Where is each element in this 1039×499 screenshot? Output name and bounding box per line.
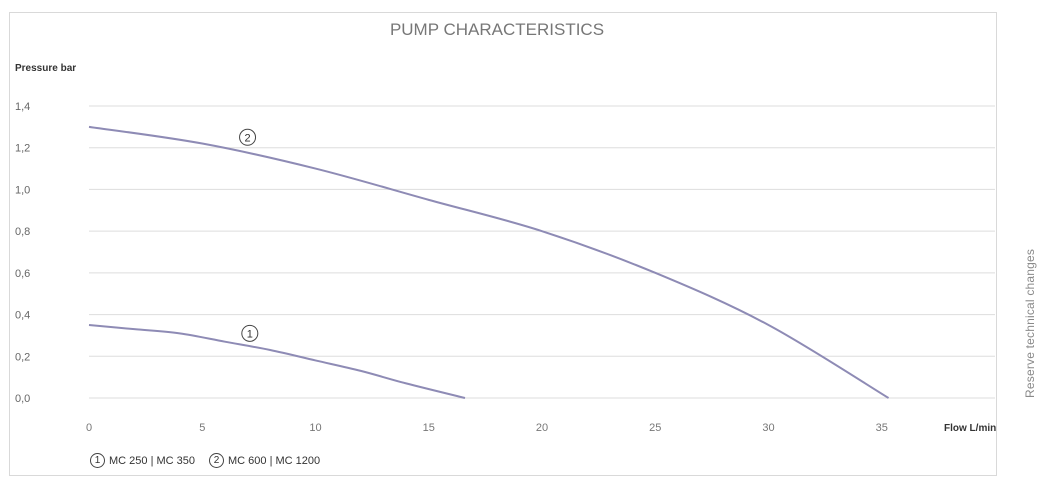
legend: 1 MC 250 | MC 350 2 MC 600 | MC 1200: [90, 453, 334, 468]
legend-item-1: 1 MC 250 | MC 350: [90, 453, 195, 468]
legend-badge-2: 2: [209, 453, 225, 468]
x-tick-label-2: 10: [309, 422, 321, 434]
pump-chart: PUMP CHARACTERISTICS Pressure bar Flow L…: [15, 20, 996, 434]
x-tick-label-5: 25: [649, 422, 661, 434]
y-tick-label-0: 0,0: [15, 393, 30, 405]
x-tick-label-4: 20: [536, 422, 548, 434]
grid-lines: [89, 105, 995, 399]
y-tick-label-2: 0,4: [15, 310, 30, 322]
series-line-1: [88, 324, 466, 399]
y-tick-label-6: 1,2: [15, 143, 30, 155]
y-axis-label: Pressure bar: [15, 63, 76, 74]
x-axis-label: Flow L/min: [944, 423, 996, 434]
x-tick-label-6: 30: [762, 422, 774, 434]
legend-text-1: MC 250 | MC 350: [109, 454, 196, 467]
legend-text-2: MC 600 | MC 1200: [228, 454, 321, 467]
legend-badge-1: 1: [90, 453, 105, 468]
reserve-technical-changes-note: Reserve technical changes: [1023, 248, 1037, 398]
series-marker-label-1: 1: [247, 328, 253, 340]
x-tick-label-0: 0: [86, 422, 92, 434]
series-lines: 12: [88, 125, 890, 399]
chart-title: PUMP CHARACTERISTICS: [390, 20, 604, 39]
y-tick-labels: 0,0 0,2 0,4 0,6 0,8 1,0 1,2 1,4: [15, 101, 30, 405]
series-marker-circle-1: [241, 324, 259, 342]
x-tick-labels: 0 5 10 15 20 25 30 35: [86, 422, 888, 434]
series-marker-circle-2: [239, 128, 257, 146]
x-tick-label-7: 35: [876, 422, 888, 434]
y-tick-label-5: 1,0: [15, 184, 30, 196]
y-tick-label-1: 0,2: [15, 351, 30, 363]
x-tick-label-1: 5: [199, 422, 205, 434]
chart-frame: [9, 12, 997, 476]
series-line-2: [88, 125, 890, 399]
x-tick-label-3: 15: [423, 422, 435, 434]
series-marker-label-2: 2: [244, 132, 250, 144]
y-tick-label-4: 0,8: [15, 226, 30, 238]
y-tick-label-3: 0,6: [15, 268, 30, 280]
y-tick-label-7: 1,4: [15, 101, 30, 113]
legend-item-2: 2 MC 600 | MC 1200: [209, 453, 320, 468]
